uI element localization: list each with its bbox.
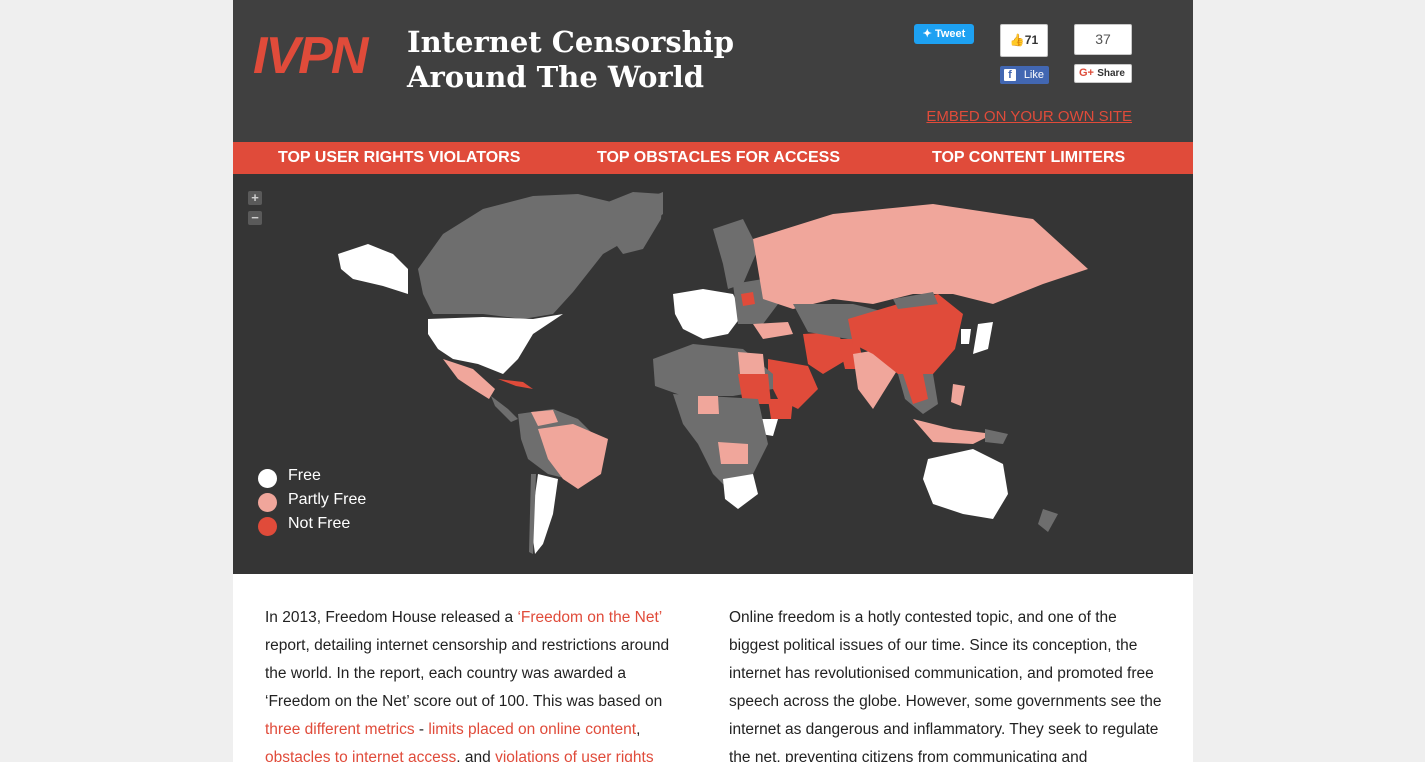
map-korea bbox=[961, 329, 971, 344]
fb-count: 71 bbox=[1024, 33, 1039, 47]
nav-obstacles-for-access[interactable]: TOP OBSTACLES FOR ACCESS bbox=[597, 149, 840, 166]
ivpn-logo[interactable]: IVPN bbox=[253, 27, 368, 85]
legend-not-free-swatch bbox=[258, 517, 277, 536]
gplus-share-count: 37 bbox=[1074, 24, 1132, 55]
tweet-label: Tweet bbox=[934, 28, 966, 40]
map-nigeria bbox=[698, 396, 719, 414]
legend-partly-free-swatch bbox=[258, 493, 277, 512]
article-text: , bbox=[636, 721, 641, 738]
map-japan bbox=[973, 322, 993, 354]
facebook-icon: f bbox=[1004, 69, 1016, 81]
map-egypt bbox=[738, 352, 765, 374]
world-map-svg bbox=[338, 192, 1088, 554]
content-limits-link[interactable]: limits placed on online content bbox=[428, 721, 637, 738]
map-russia bbox=[753, 204, 1088, 309]
map-brazil bbox=[538, 424, 608, 489]
facebook-like-button[interactable]: f Like bbox=[1000, 66, 1049, 84]
nav-content-limiters[interactable]: TOP CONTENT LIMITERS bbox=[932, 149, 1126, 166]
map-central-america bbox=[491, 396, 518, 422]
nav-bar: TOP USER RIGHTS VIOLATORS TOP OBSTACLES … bbox=[233, 142, 1193, 174]
tweet-button[interactable]: ✦ Tweet bbox=[914, 24, 974, 44]
page: IVPN Internet Censorship Around The Worl… bbox=[233, 0, 1193, 762]
map-venezuela bbox=[531, 410, 558, 426]
map-new-zealand bbox=[1038, 509, 1058, 532]
map-canada bbox=[418, 192, 663, 319]
map-usa bbox=[428, 314, 563, 374]
legend-free-label: Free bbox=[288, 467, 321, 484]
map-philippines bbox=[951, 384, 965, 406]
three-metrics-link[interactable]: three different metrics bbox=[265, 721, 415, 738]
nav-user-rights-violators[interactable]: TOP USER RIGHTS VIOLATORS bbox=[278, 149, 521, 166]
header: IVPN Internet Censorship Around The Worl… bbox=[233, 0, 1193, 142]
map-western-europe bbox=[673, 289, 743, 339]
map-vietnam bbox=[903, 374, 928, 404]
map-alaska bbox=[338, 244, 408, 294]
gplus-share-label: Share bbox=[1097, 68, 1125, 79]
article-text: In 2013, Freedom House released a bbox=[265, 609, 518, 626]
zoom-in-button[interactable]: + bbox=[248, 191, 262, 205]
map-sudan bbox=[738, 374, 771, 404]
map-australia bbox=[923, 449, 1008, 519]
gplus-share-button[interactable]: G+ Share bbox=[1074, 64, 1132, 83]
fb-like-label: Like bbox=[1023, 69, 1044, 81]
page-title: Internet Censorship Around The World bbox=[407, 25, 735, 94]
map-south-africa bbox=[723, 474, 758, 509]
article-text: report, detailing internet censorship an… bbox=[265, 637, 670, 710]
map-belarus bbox=[741, 292, 755, 306]
map-papua bbox=[985, 429, 1008, 444]
article-text: Online freedom is a hotly contested topi… bbox=[729, 609, 1162, 762]
map-mongolia bbox=[893, 292, 938, 309]
zoom-out-button[interactable]: − bbox=[248, 211, 262, 225]
legend-partly-free-label: Partly Free bbox=[288, 491, 367, 508]
map-mexico bbox=[443, 359, 495, 399]
user-rights-link[interactable]: violations of user rights bbox=[495, 749, 654, 762]
legend-free-swatch bbox=[258, 469, 277, 488]
thumbs-up-icon: 👍 bbox=[1009, 33, 1025, 47]
embed-link[interactable]: EMBED ON YOUR OWN SITE bbox=[926, 108, 1132, 125]
map-china bbox=[848, 294, 963, 374]
map-zambia-zimbabwe bbox=[718, 442, 748, 464]
facebook-like-count: 👍71 bbox=[1000, 24, 1048, 57]
article-left-column: In 2013, Freedom House released a ‘Freed… bbox=[265, 604, 685, 762]
map-turkey bbox=[753, 322, 793, 339]
map-saudi-arabia bbox=[768, 359, 818, 409]
twitter-icon: ✦ bbox=[922, 28, 935, 40]
map-iran bbox=[803, 332, 848, 374]
world-map[interactable]: + − Free Partly Free Not Free bbox=[233, 174, 1193, 574]
article-text: - bbox=[414, 721, 429, 738]
freedom-on-the-net-link[interactable]: ‘Freedom on the Net’ bbox=[517, 609, 662, 626]
google-plus-icon: G+ bbox=[1079, 67, 1094, 79]
article-text: , and bbox=[456, 749, 496, 762]
map-argentina bbox=[531, 474, 558, 554]
map-indonesia bbox=[913, 419, 993, 444]
map-ethiopia bbox=[768, 399, 793, 419]
map-greenland bbox=[603, 192, 663, 254]
map-scandinavia bbox=[713, 219, 758, 289]
article-right-column: Online freedom is a hotly contested topi… bbox=[729, 604, 1169, 762]
legend-not-free-label: Not Free bbox=[288, 515, 351, 532]
access-obstacles-link[interactable]: obstacles to internet access bbox=[265, 749, 457, 762]
map-cuba bbox=[498, 379, 533, 389]
map-chile bbox=[529, 474, 536, 554]
